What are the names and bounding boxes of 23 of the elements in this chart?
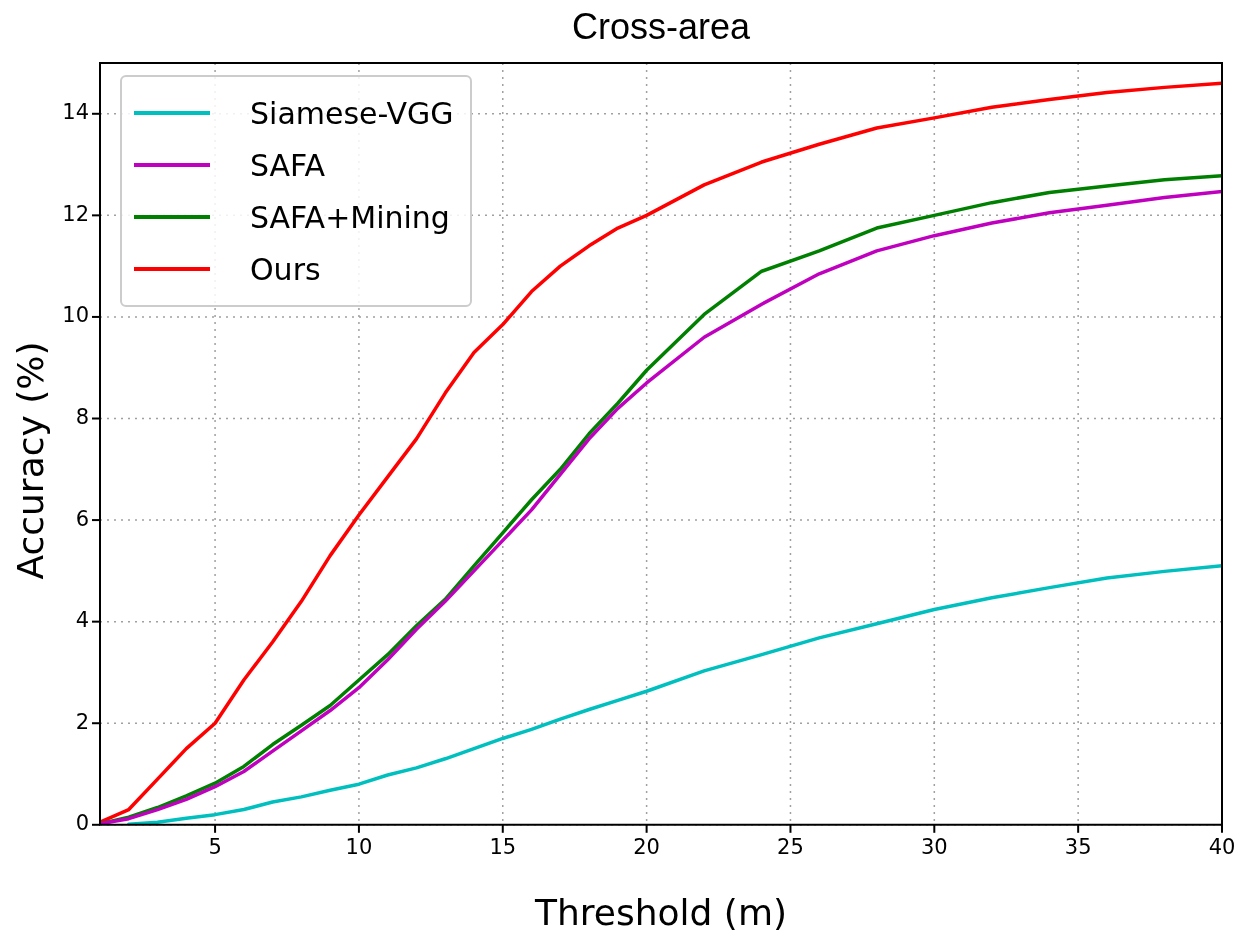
x-tick-label: 25: [777, 834, 804, 859]
y-tick-label: 10: [62, 303, 89, 328]
x-axis-title: Threshold (m): [534, 892, 788, 933]
x-tick-label: 20: [633, 834, 660, 859]
legend-label: SAFA: [250, 147, 326, 183]
y-tick-label: 8: [75, 404, 89, 429]
y-tick-label: 14: [62, 100, 89, 125]
y-tick-label: 4: [75, 608, 89, 633]
legend-label: SAFA+Mining: [250, 199, 450, 235]
x-tick-label: 35: [1064, 834, 1092, 859]
x-tick-label: 30: [920, 834, 948, 859]
x-tick-label: 40: [1208, 834, 1236, 859]
y-axis-title: Accuracy (%): [9, 340, 51, 582]
legend-label: Siamese-VGG: [250, 95, 454, 131]
x-tick-label: 5: [208, 834, 222, 859]
x-tick-label: 10: [345, 834, 373, 859]
y-tick-label: 0: [75, 811, 89, 836]
chart-title: Cross-area: [570, 6, 752, 48]
y-tick-label: 2: [75, 709, 89, 734]
legend-label: Ours: [250, 251, 321, 287]
y-tick-label: 6: [75, 506, 89, 531]
x-tick-label: 15: [489, 834, 517, 859]
y-tick-label: 12: [62, 201, 89, 226]
